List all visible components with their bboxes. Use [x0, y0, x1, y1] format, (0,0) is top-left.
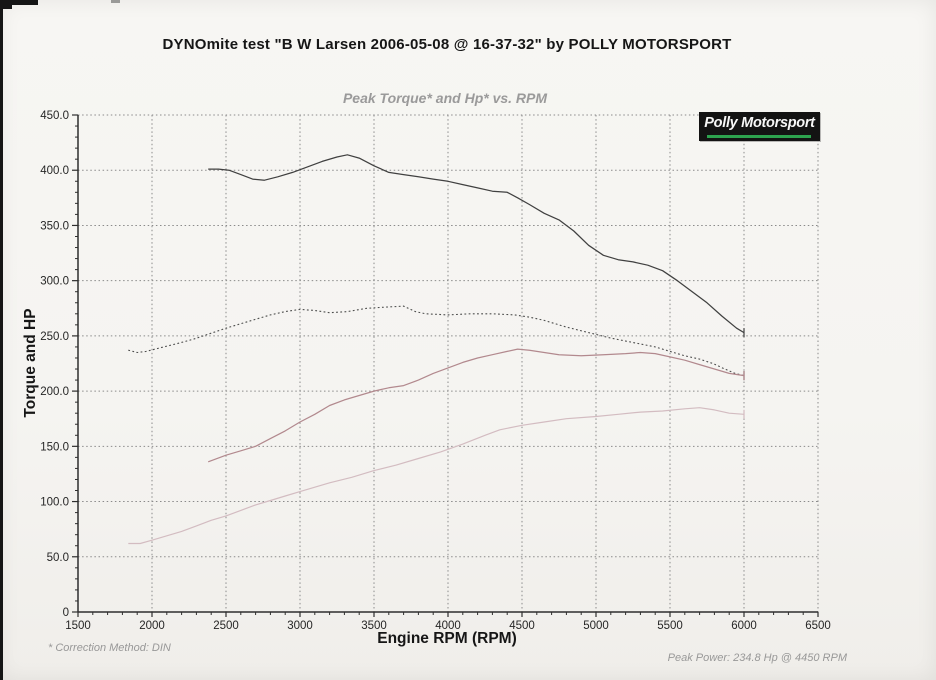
- logo-underline: [707, 135, 811, 138]
- peak-power-note: Peak Power: 234.8 Hp @ 4450 RPM: [667, 652, 847, 664]
- scan-artifact-left-edge: [0, 0, 3, 680]
- series-hp-run-b-light: [128, 407, 745, 545]
- scan-artifact-corner-mark: [0, 0, 38, 5]
- x-tick-label: 4000: [435, 620, 461, 632]
- x-tick-label: 3500: [361, 620, 387, 632]
- x-tick-label: 2500: [213, 620, 239, 632]
- x-tick-label: 3000: [287, 620, 313, 632]
- x-tick-label: 5500: [657, 620, 683, 632]
- y-tick-label: 0: [63, 607, 69, 619]
- chart-title: Peak Torque* and Hp* vs. RPM: [342, 90, 548, 106]
- series-torque-run-b-dashed: [128, 305, 745, 377]
- y-tick-label: 200.0: [40, 386, 69, 398]
- correction-method-note: * Correction Method: DIN: [48, 642, 171, 654]
- x-tick-label: 1500: [65, 620, 91, 632]
- y-tick-label: 450.0: [40, 110, 69, 122]
- y-tick-label: 250.0: [40, 331, 69, 343]
- series-torque-run-a-solid: [208, 154, 745, 334]
- y-axis-title: Torque and HP: [22, 308, 39, 418]
- y-tick-label: 400.0: [40, 165, 69, 177]
- y-tick-label: 150.0: [40, 441, 69, 453]
- x-tick-label: 6000: [731, 620, 757, 632]
- series-hp-run-a-solid: [207, 348, 745, 463]
- x-tick-label: 5000: [583, 620, 609, 632]
- y-tick-label: 300.0: [40, 276, 69, 288]
- x-tick-label: 4500: [509, 620, 535, 632]
- y-tick-label: 100.0: [40, 497, 69, 509]
- scan-artifact-corner-mark-2: [0, 0, 12, 9]
- x-tick-label: 6500: [805, 620, 831, 632]
- x-tick-label: 2000: [139, 620, 165, 632]
- polly-motorsport-logo: Polly Motorsport: [699, 112, 820, 141]
- logo-text: Polly Motorsport: [704, 115, 815, 131]
- y-tick-label: 50.0: [47, 552, 69, 564]
- x-axis-title: Engine RPM (RPM): [377, 630, 517, 647]
- y-tick-label: 350.0: [40, 220, 69, 232]
- report-title: DYNOmite test "B W Larsen 2006-05-08 @ 1…: [162, 36, 732, 53]
- scan-artifact-top-nub: [111, 0, 120, 3]
